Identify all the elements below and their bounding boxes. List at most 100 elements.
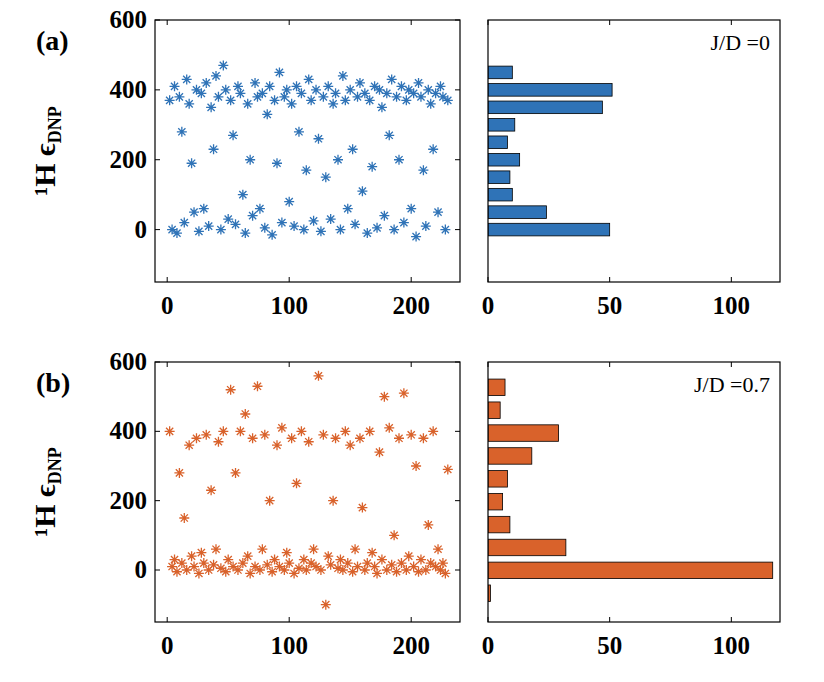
point	[433, 207, 443, 217]
y-tick	[155, 159, 160, 160]
y-tick-label: 0	[135, 556, 148, 583]
point	[206, 485, 216, 495]
bar	[488, 66, 512, 79]
point	[255, 565, 265, 575]
point	[343, 204, 353, 214]
point	[316, 226, 326, 236]
frame	[155, 20, 460, 282]
point	[389, 225, 399, 235]
point	[406, 430, 416, 440]
panel: 01002000200400600(b)¹H ϵDNP	[28, 348, 460, 659]
point	[404, 551, 414, 561]
point	[184, 440, 194, 450]
frame	[488, 20, 780, 282]
bar	[488, 539, 566, 555]
point	[231, 468, 241, 478]
point	[204, 221, 214, 231]
point	[228, 130, 238, 140]
y-tick	[155, 431, 160, 432]
point	[304, 437, 314, 447]
point	[267, 567, 277, 577]
point	[357, 186, 367, 196]
bar	[488, 171, 510, 184]
point	[416, 555, 426, 565]
point	[362, 228, 372, 238]
point	[423, 520, 433, 530]
point	[440, 568, 450, 578]
y-tick-label: 600	[110, 6, 148, 33]
x-tick	[609, 20, 610, 25]
point	[277, 218, 287, 228]
x-tick-label: 0	[161, 292, 174, 319]
point	[316, 565, 326, 575]
point	[235, 426, 245, 436]
point	[221, 85, 231, 95]
point	[396, 558, 406, 568]
point	[223, 555, 233, 565]
point	[196, 548, 206, 558]
point	[187, 551, 197, 561]
point	[406, 204, 416, 214]
x-tick-label: 100	[270, 632, 308, 659]
point	[292, 81, 302, 91]
point	[248, 211, 258, 221]
point	[233, 81, 243, 91]
point	[170, 81, 180, 91]
x-tick	[488, 277, 489, 282]
point	[250, 78, 260, 88]
point	[172, 228, 182, 238]
point	[367, 548, 377, 558]
point	[177, 127, 187, 137]
point	[392, 92, 402, 102]
point	[309, 544, 319, 554]
point	[333, 155, 343, 165]
x-tick-label: 50	[597, 632, 622, 659]
point	[172, 567, 182, 577]
point	[184, 99, 194, 109]
point	[438, 558, 448, 568]
x-tick	[488, 362, 489, 367]
point	[282, 548, 292, 558]
point	[321, 172, 331, 182]
x-tick	[167, 20, 168, 25]
y-tick	[155, 362, 160, 363]
point	[301, 165, 311, 175]
point	[270, 95, 280, 105]
point	[331, 88, 341, 98]
point	[372, 223, 382, 233]
point	[377, 555, 387, 565]
point	[296, 88, 306, 98]
point	[392, 567, 402, 577]
y-tick	[455, 500, 460, 501]
point	[311, 85, 321, 95]
y-tick-label: 400	[110, 417, 148, 444]
point	[435, 81, 445, 91]
point	[211, 544, 221, 554]
point	[421, 565, 431, 575]
point	[238, 190, 248, 200]
x-tick-label: 200	[392, 632, 430, 659]
point	[418, 433, 428, 443]
point	[296, 426, 306, 436]
x-tick-label: 0	[161, 632, 174, 659]
y-tick	[155, 570, 160, 571]
point	[360, 88, 370, 98]
x-tick	[411, 277, 412, 282]
point	[309, 216, 319, 226]
point	[274, 67, 284, 77]
point	[443, 464, 453, 474]
bar	[488, 153, 520, 166]
point	[255, 204, 265, 214]
point	[191, 433, 201, 443]
point	[414, 567, 424, 577]
bar	[488, 493, 503, 509]
point	[428, 426, 438, 436]
x-tick-label: 100	[713, 632, 751, 659]
x-tick	[289, 617, 290, 622]
y-tick	[455, 570, 460, 571]
point	[194, 568, 204, 578]
y-tick	[455, 362, 460, 363]
plot-area	[488, 379, 773, 601]
bar	[488, 402, 500, 418]
point	[350, 544, 360, 554]
